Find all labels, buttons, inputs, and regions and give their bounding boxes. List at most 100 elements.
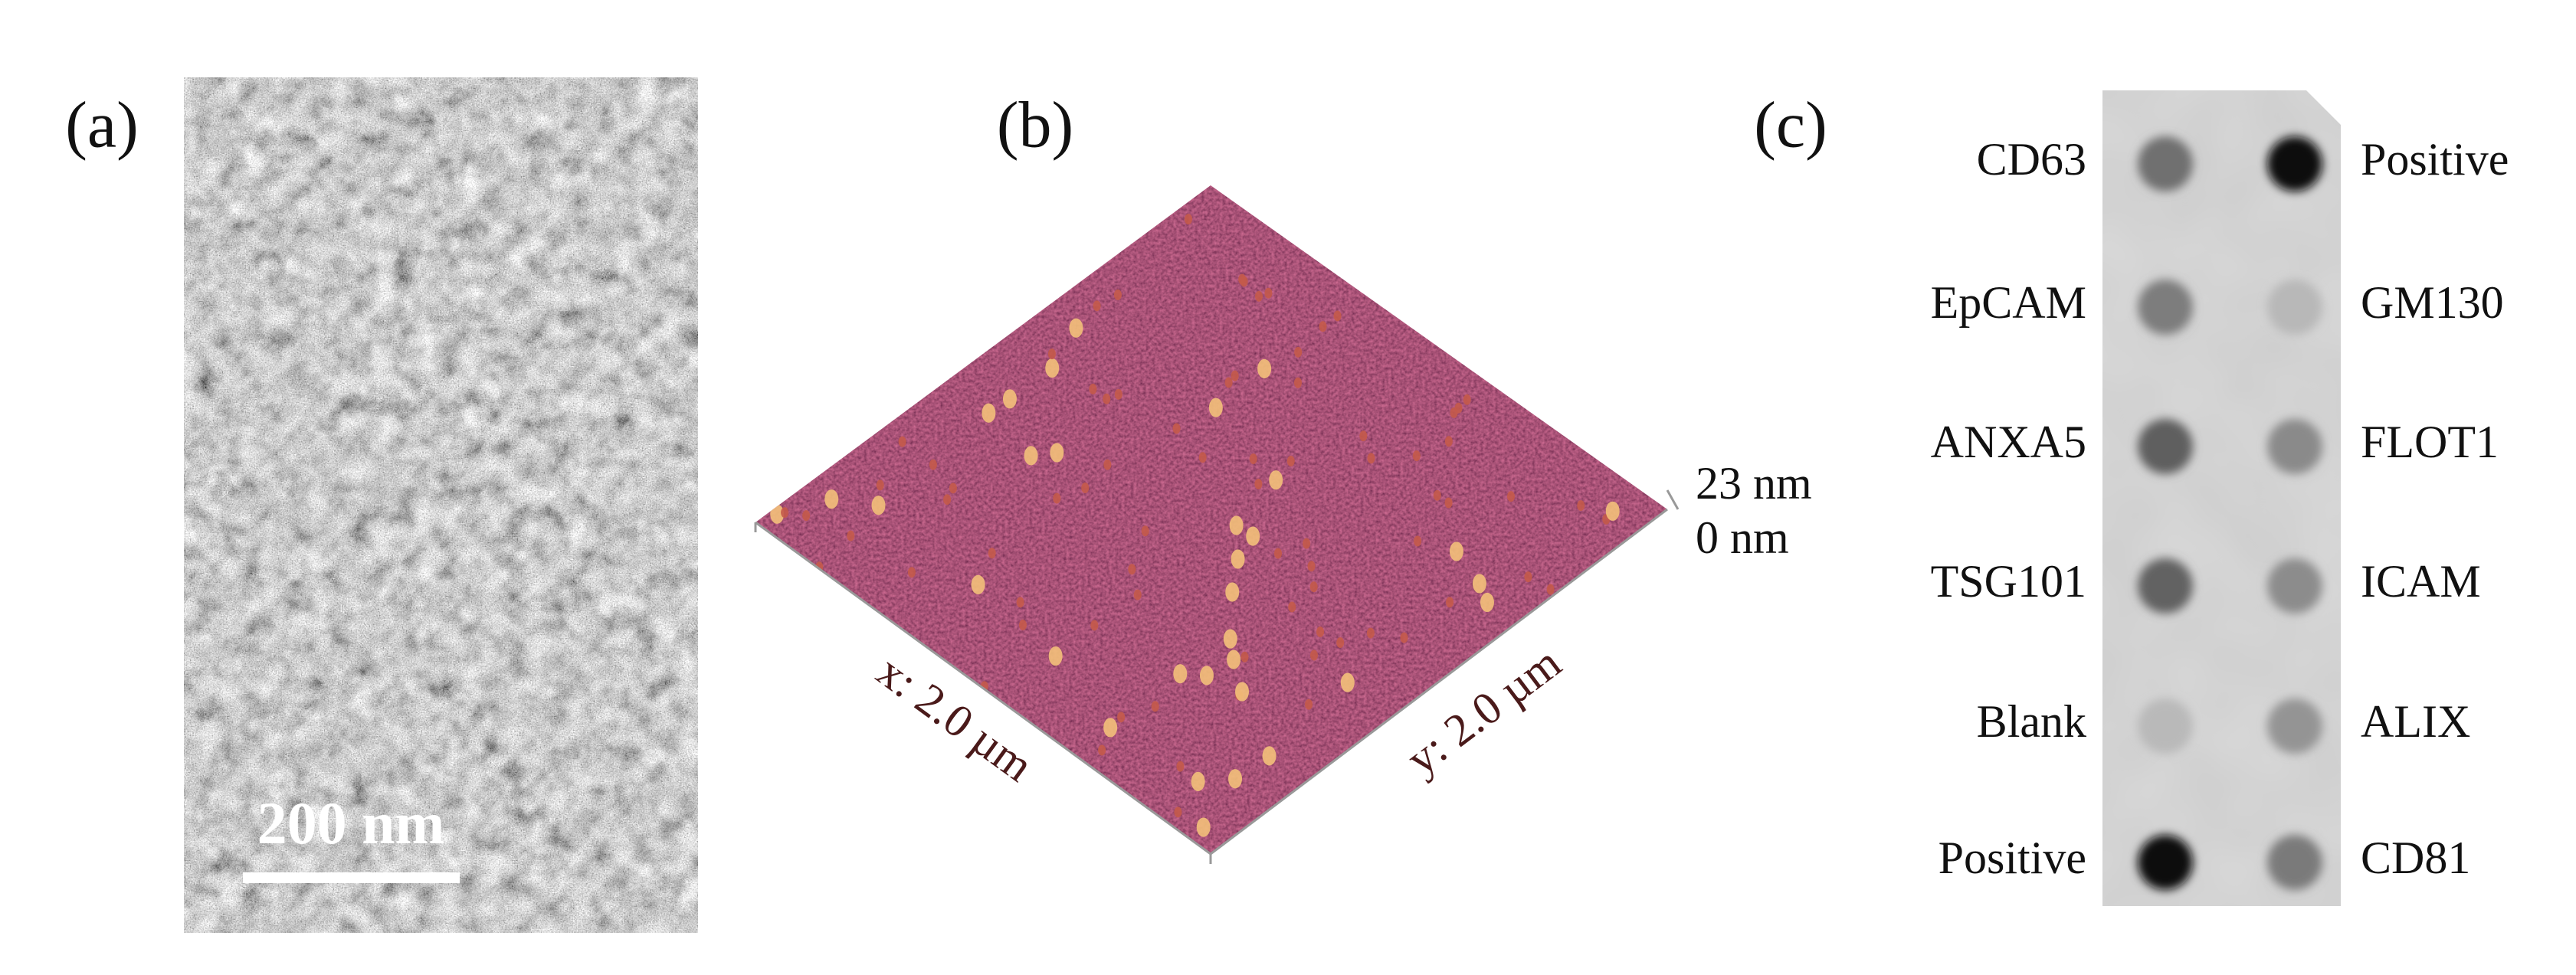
afm-peak [971,574,985,594]
afm-peak [1546,584,1555,595]
left-label: EpCAM [1931,277,2086,328]
panel-label: (c) [1754,88,1827,162]
afm-peak [1191,771,1205,791]
afm-peak [1231,370,1239,381]
afm-peak [1359,430,1368,442]
afm-peak [1269,470,1283,490]
left-label: CD63 [1977,134,2086,185]
afm-peak [982,403,996,423]
afm-peak [1089,383,1097,394]
scale-bar [243,872,460,883]
afm-peak [1184,214,1192,225]
afm-peak [1319,321,1327,332]
blot-dot [2138,699,2193,754]
right-label: ALIX [2361,696,2470,747]
afm-peak [1412,450,1421,462]
afm-peak [1463,394,1471,405]
afm-peak [1053,492,1061,504]
left-label: TSG101 [1931,556,2086,607]
afm-peak [929,459,937,470]
afm-peak [1257,358,1272,378]
afm-peak [1414,535,1422,547]
afm-peak [1103,718,1118,738]
afm-peak [1240,651,1249,663]
afm-peak [1444,497,1453,509]
scale-bar-label: 200 nm [257,790,445,856]
afm-peak [1449,541,1463,561]
afm-peak [1081,482,1090,493]
afm-peak [1047,348,1056,360]
afm-peak [802,510,811,522]
afm-peak [1173,664,1188,684]
afm-peak [1016,597,1024,608]
left-label: Blank [1977,696,2086,747]
blot-dot [2138,835,2193,890]
afm-peak [1172,423,1181,434]
blot-dot [2138,280,2193,335]
blot-dot [2267,699,2322,754]
z-max-label: 23 nm [1696,458,1812,509]
panel-label: (b) [997,88,1073,162]
afm-peak [898,436,906,447]
afm-peak [1024,446,1038,466]
z-min-label: 0 nm [1696,512,1789,563]
afm-peak [1045,358,1060,378]
afm-peak [1103,459,1112,470]
afm-peak [1113,289,1122,300]
afm-peak [949,483,957,494]
afm-peak [1273,548,1282,559]
afm-peak [1240,276,1248,287]
afm-peak [1235,682,1250,702]
afm-peak [1050,443,1064,463]
afm-peak [1309,581,1318,593]
afm-peak [1223,629,1237,649]
afm-peak [1264,287,1273,299]
afm-peak [1506,491,1515,502]
right-label: Positive [2361,134,2509,185]
afm-peak [943,494,952,505]
blot-dot [2267,419,2322,474]
afm-surface [755,185,1667,854]
blot-dot [2267,136,2322,191]
afm-peak [1294,346,1303,358]
afm-peak [1450,407,1458,418]
afm-peak [1293,377,1302,388]
afm-peak [1114,388,1122,400]
panel-label: (a) [65,88,138,162]
afm-peak [1224,377,1233,388]
afm-peak [1480,592,1494,613]
afm-peak [1316,626,1325,637]
afm-peak [1208,398,1223,417]
afm-peak [1303,538,1311,549]
blot-dot [2138,136,2193,191]
afm-peak [1246,526,1260,546]
left-label: Positive [1939,833,2086,883]
dot-blot [2102,90,2341,906]
afm-peak [1117,712,1126,723]
afm-peak [1133,589,1142,600]
afm-peak [1018,620,1027,631]
afm-peak [1002,389,1017,409]
afm-peak [1174,807,1182,818]
afm-peak [1048,646,1063,666]
afm-peak [1069,318,1083,338]
afm-peak [1093,300,1101,312]
right-label: CD81 [2361,833,2470,883]
afm-peak [1305,699,1313,710]
afm-peak [1577,500,1585,512]
afm-peak [1340,672,1355,692]
afm-peak [1309,649,1318,661]
afm-peak [1288,601,1296,613]
afm-peak [1333,310,1342,322]
afm-peak [1151,701,1159,712]
afm-peak [1254,290,1263,302]
right-label: GM130 [2361,277,2504,328]
afm-peak [1444,436,1453,447]
afm-peak [1249,453,1257,465]
afm-peak [847,530,855,541]
afm-peak [1098,744,1106,756]
right-label: FLOT1 [2361,417,2499,467]
afm-peak [1228,769,1243,789]
afm-peak [824,489,839,509]
afm-peak [1225,582,1240,602]
